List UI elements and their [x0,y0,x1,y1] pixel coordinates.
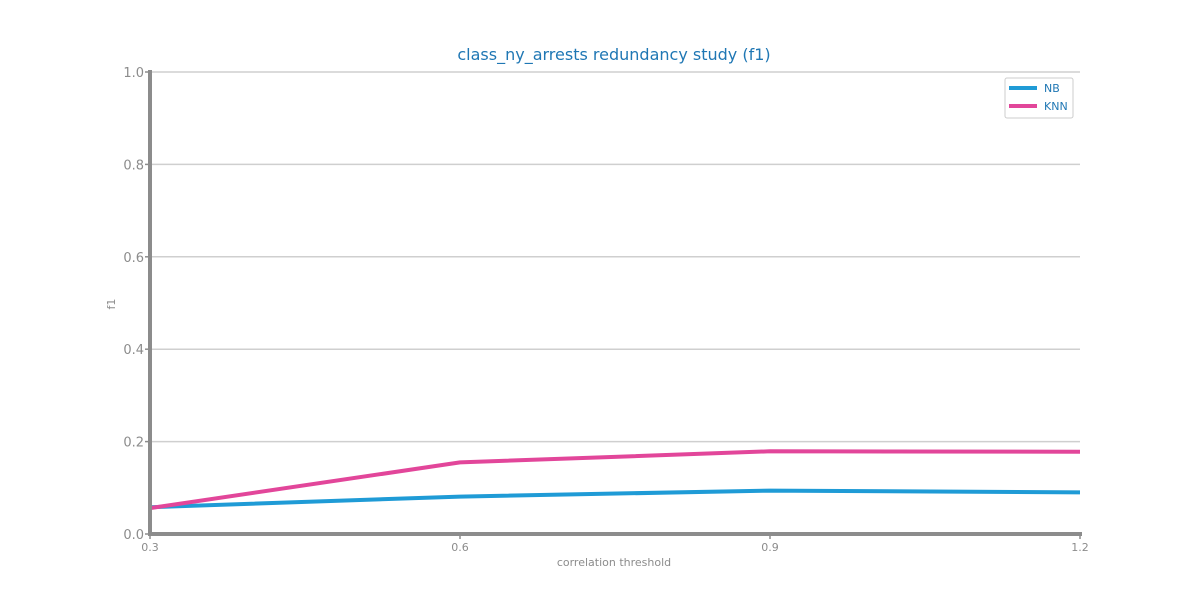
y-tick-label: 0.2 [123,436,144,451]
series-line-nb [149,488,1081,510]
x-axis-ticks: 0.3 0.6 0.9 1.2 [141,534,1089,554]
gridlines [150,71,1080,443]
chart-title: class_ny_arrests redundancy study (f1) [457,45,770,65]
legend-label-nb: NB [1044,82,1060,95]
legend-label-knn: KNN [1044,100,1068,113]
y-axis-label: f1 [105,299,118,310]
y-tick-label: 0.6 [123,251,144,266]
x-tick-label: 0.3 [141,541,159,554]
x-tick-label: 0.6 [451,541,469,554]
axes [148,70,1082,536]
x-axis-label: correlation threshold [557,556,671,569]
y-tick-label: 1.0 [123,66,144,81]
series-line-knn [149,449,1081,511]
legend: NB KNN [1004,77,1074,119]
y-tick-label: 0.8 [123,158,144,173]
y-axis-ticks: 0.0 0.2 0.4 0.6 0.8 1.0 [123,66,150,543]
y-tick-label: 0.0 [123,528,144,543]
x-tick-label: 1.2 [1071,541,1089,554]
plot-series [149,449,1081,511]
x-tick-label: 0.9 [761,541,779,554]
y-tick-label: 0.4 [123,343,144,358]
